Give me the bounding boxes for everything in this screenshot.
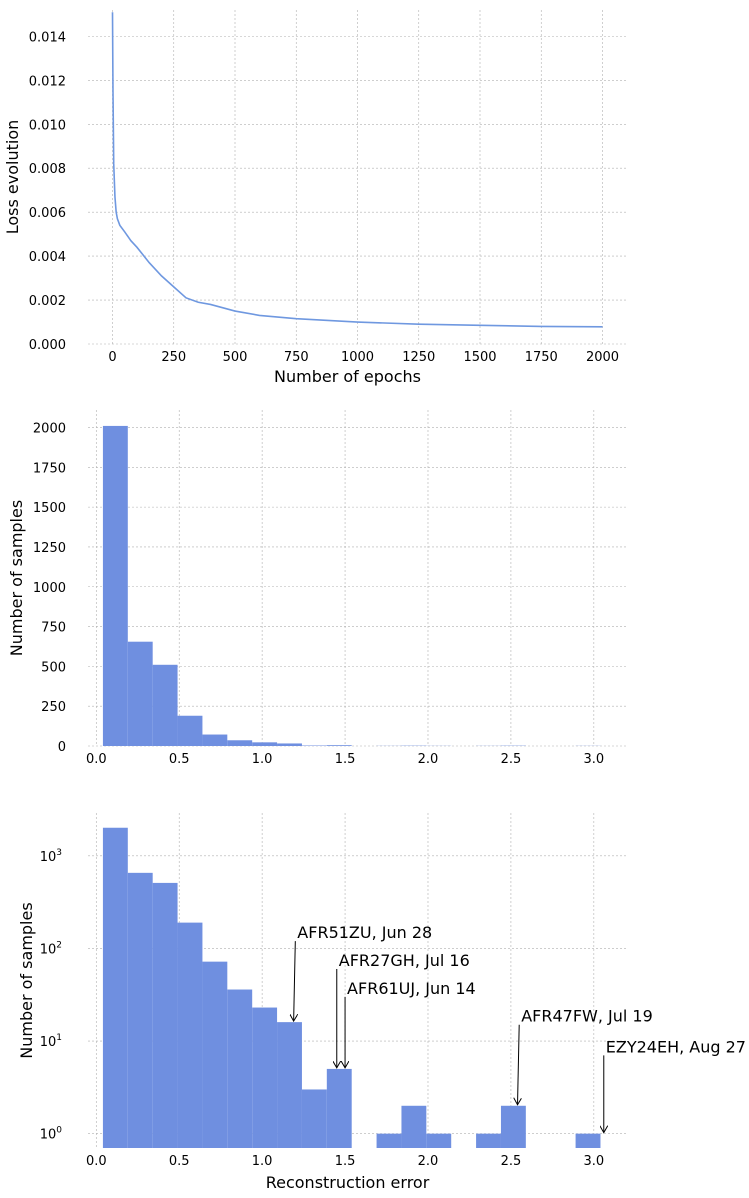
y-axis-label: Loss evolution	[3, 120, 22, 235]
histogram-bar	[202, 734, 228, 746]
y-tick-label: 103	[40, 848, 62, 865]
histogram-bar	[476, 1133, 501, 1148]
y-tick-label: 0.012	[29, 74, 66, 89]
histogram-bar	[500, 1105, 526, 1148]
x-tick-label: 1500	[463, 350, 496, 365]
y-tick-label: 0.008	[29, 162, 66, 177]
y-tick-label: 1500	[33, 501, 66, 516]
histogram-bar	[401, 1105, 427, 1148]
histogram-bar	[127, 872, 153, 1148]
histogram-bar	[252, 742, 278, 746]
x-tick-label: 1.0	[252, 1154, 273, 1169]
histogram-bar	[376, 1133, 402, 1148]
y-tick-label: 0.002	[29, 294, 66, 309]
x-tick-label: 2.0	[418, 752, 439, 767]
x-tick-label: 1750	[525, 350, 558, 365]
x-tick-label: 2.5	[501, 1154, 522, 1169]
x-tick-label: 0.5	[169, 752, 190, 767]
x-tick-label: 1.5	[335, 1154, 356, 1169]
y-tick-label: 0	[58, 740, 66, 755]
x-tick-label: 3.0	[583, 1154, 604, 1169]
x-tick-label: 0	[108, 350, 116, 365]
y-tick-label: 1000	[33, 581, 66, 596]
loss-line	[111, 12, 603, 328]
x-axis-label: Number of epochs	[274, 367, 421, 386]
x-tick-label: 1.5	[335, 752, 356, 767]
error-histogram-linear: 0.0 0.5 1.0 1.5 2.0 2.5 3.0 0 250 500 750 1000 1250 1…	[7, 410, 627, 767]
annotation-label: AFR27GH, Jul 16	[339, 951, 470, 970]
histogram-bar	[152, 882, 178, 1148]
annotation-label: AFR61UJ, Jun 14	[347, 979, 476, 998]
histogram-bar	[301, 1089, 327, 1148]
x-tick-label: 2.5	[501, 752, 522, 767]
histogram-bar	[102, 827, 128, 1148]
histogram-bar	[426, 1133, 452, 1148]
y-tick-label: 101	[40, 1033, 62, 1050]
x-tick-label: 1250	[402, 350, 435, 365]
histogram-bar	[177, 922, 203, 1148]
y-tick-label: 0.010	[29, 118, 66, 133]
y-tick-label: 750	[41, 621, 66, 636]
histogram-bar	[326, 745, 352, 746]
x-tick-label: 1.0	[252, 752, 273, 767]
y-tick-label: 0.004	[29, 250, 66, 265]
x-tick-label: 1000	[341, 350, 374, 365]
y-tick-label: 1750	[33, 461, 66, 476]
x-axis-label: Reconstruction error	[266, 1173, 430, 1192]
histogram-bar	[227, 740, 253, 746]
y-tick-label: 100	[40, 1126, 63, 1143]
histogram-bar	[575, 1133, 601, 1148]
loss-chart: 0 250 500 750 1000 1250 1500 1750 2000 0.000 0.002…	[3, 10, 627, 386]
y-tick-label: 1250	[33, 541, 66, 556]
x-tick-label: 250	[161, 350, 186, 365]
histogram-bar	[277, 1022, 302, 1148]
histogram-bar	[326, 1068, 352, 1148]
histogram-bar	[102, 425, 128, 746]
annotation-arrow	[518, 1024, 520, 1104]
x-tick-label: 0.5	[169, 1154, 190, 1169]
x-tick-label: 750	[284, 350, 309, 365]
histogram-bar	[227, 989, 253, 1148]
y-tick-label: 0.000	[29, 338, 66, 353]
y-axis-label: Number of samples	[7, 500, 26, 656]
annotation-arrow	[294, 941, 296, 1020]
histogram-bar	[127, 641, 153, 746]
x-tick-label: 3.0	[583, 752, 604, 767]
y-tick-label: 0.006	[29, 206, 66, 221]
histogram-bar	[152, 664, 178, 746]
y-tick-label: 250	[41, 700, 66, 715]
x-tick-label: 2.0	[418, 1154, 439, 1169]
histogram-bar	[277, 743, 302, 746]
x-tick-label: 500	[223, 350, 248, 365]
y-axis-label: Number of samples	[17, 902, 36, 1058]
histogram-bar	[202, 961, 228, 1148]
y-tick-label: 2000	[33, 422, 66, 437]
annotation-label: AFR47FW, Jul 19	[521, 1007, 653, 1026]
x-tick-label: 0.0	[86, 752, 107, 767]
y-tick-label: 0.014	[29, 30, 66, 45]
y-tick-label: 500	[41, 660, 66, 675]
x-tick-label: 0.0	[86, 1154, 107, 1169]
y-tick-label: 102	[40, 940, 62, 957]
histogram-bar	[252, 1007, 278, 1148]
error-histogram-log: 0.0 0.5 1.0 1.5 2.0 2.5 3.0 100 101 102 103 Reconst…	[17, 813, 746, 1192]
annotation-label: EZY24EH, Aug 27	[606, 1037, 746, 1056]
x-tick-label: 2000	[586, 350, 619, 365]
histogram-bar	[177, 715, 203, 746]
annotation-label: AFR51ZU, Jun 28	[297, 923, 432, 942]
